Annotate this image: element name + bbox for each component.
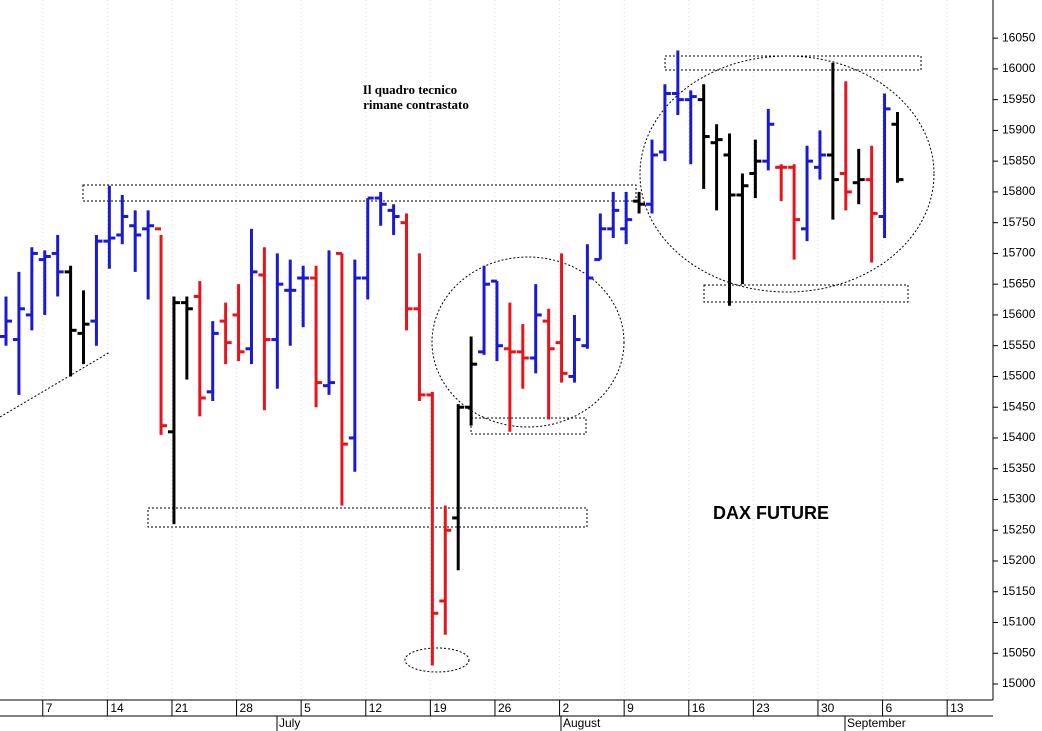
y-tick-label: 15250	[1002, 522, 1036, 536]
y-tick-label: 15400	[1002, 430, 1036, 444]
y-tick-label: 15550	[1002, 338, 1036, 352]
y-tick-label: 15050	[1002, 645, 1036, 659]
y-tick-label: 15900	[1002, 123, 1036, 137]
y-tick-label: 15650	[1002, 276, 1036, 290]
x-tick-label: 30	[821, 701, 835, 715]
x-tick-label: 2	[563, 701, 570, 715]
x-tick-label: 7	[46, 701, 53, 715]
resistance-zone	[82, 184, 637, 202]
trend-line	[0, 351, 111, 418]
x-tick-label: 6	[886, 701, 893, 715]
support-zone	[147, 507, 588, 528]
x-tick-label: 13	[950, 701, 964, 715]
x-tick-label: 9	[627, 701, 634, 715]
low-ellipse	[404, 647, 470, 673]
x-tick-label: 23	[756, 701, 770, 715]
y-tick-label: 15950	[1002, 92, 1036, 106]
bars	[0, 50, 904, 666]
week-grid	[42, 0, 948, 700]
y-tick-label: 15450	[1002, 399, 1036, 413]
month-label: September	[847, 716, 906, 730]
y-tick-label: 15800	[1002, 184, 1036, 198]
x-tick-label: 14	[110, 701, 124, 715]
x-tick-label: 16	[692, 701, 706, 715]
y-tick-label: 15300	[1002, 492, 1036, 506]
support-zone	[470, 417, 587, 435]
y-tick-label: 16050	[1002, 30, 1036, 44]
y-tick-label: 15500	[1002, 369, 1036, 383]
x-tick-label: 19	[433, 701, 447, 715]
y-tick-label: 15850	[1002, 153, 1036, 167]
month-label: July	[279, 716, 300, 730]
y-tick-label: 15350	[1002, 461, 1036, 475]
consolidation-ellipse	[431, 256, 625, 428]
y-tick-label: 15750	[1002, 215, 1036, 229]
month-label: August	[563, 716, 601, 730]
y-tick-label: 15600	[1002, 307, 1036, 321]
support-zone	[703, 284, 909, 303]
y-tick-label: 15700	[1002, 246, 1036, 260]
annotation: rimane contrastato	[363, 97, 469, 112]
y-tick-label: 15000	[1002, 676, 1036, 690]
y-tick-label: 15200	[1002, 553, 1036, 567]
annotation: Il quadro tecnico	[363, 82, 457, 97]
annotation: DAX FUTURE	[713, 503, 829, 523]
consolidation-ellipse	[639, 55, 935, 293]
x-tick-label: 21	[175, 701, 189, 715]
x-tick-label: 5	[304, 701, 311, 715]
x-tick-label: 28	[240, 701, 254, 715]
y-tick-label: 15100	[1002, 615, 1036, 629]
y-tick-label: 16000	[1002, 61, 1036, 75]
y-tick-label: 15150	[1002, 584, 1036, 598]
x-tick-label: 26	[498, 701, 512, 715]
x-tick-label: 12	[369, 701, 383, 715]
